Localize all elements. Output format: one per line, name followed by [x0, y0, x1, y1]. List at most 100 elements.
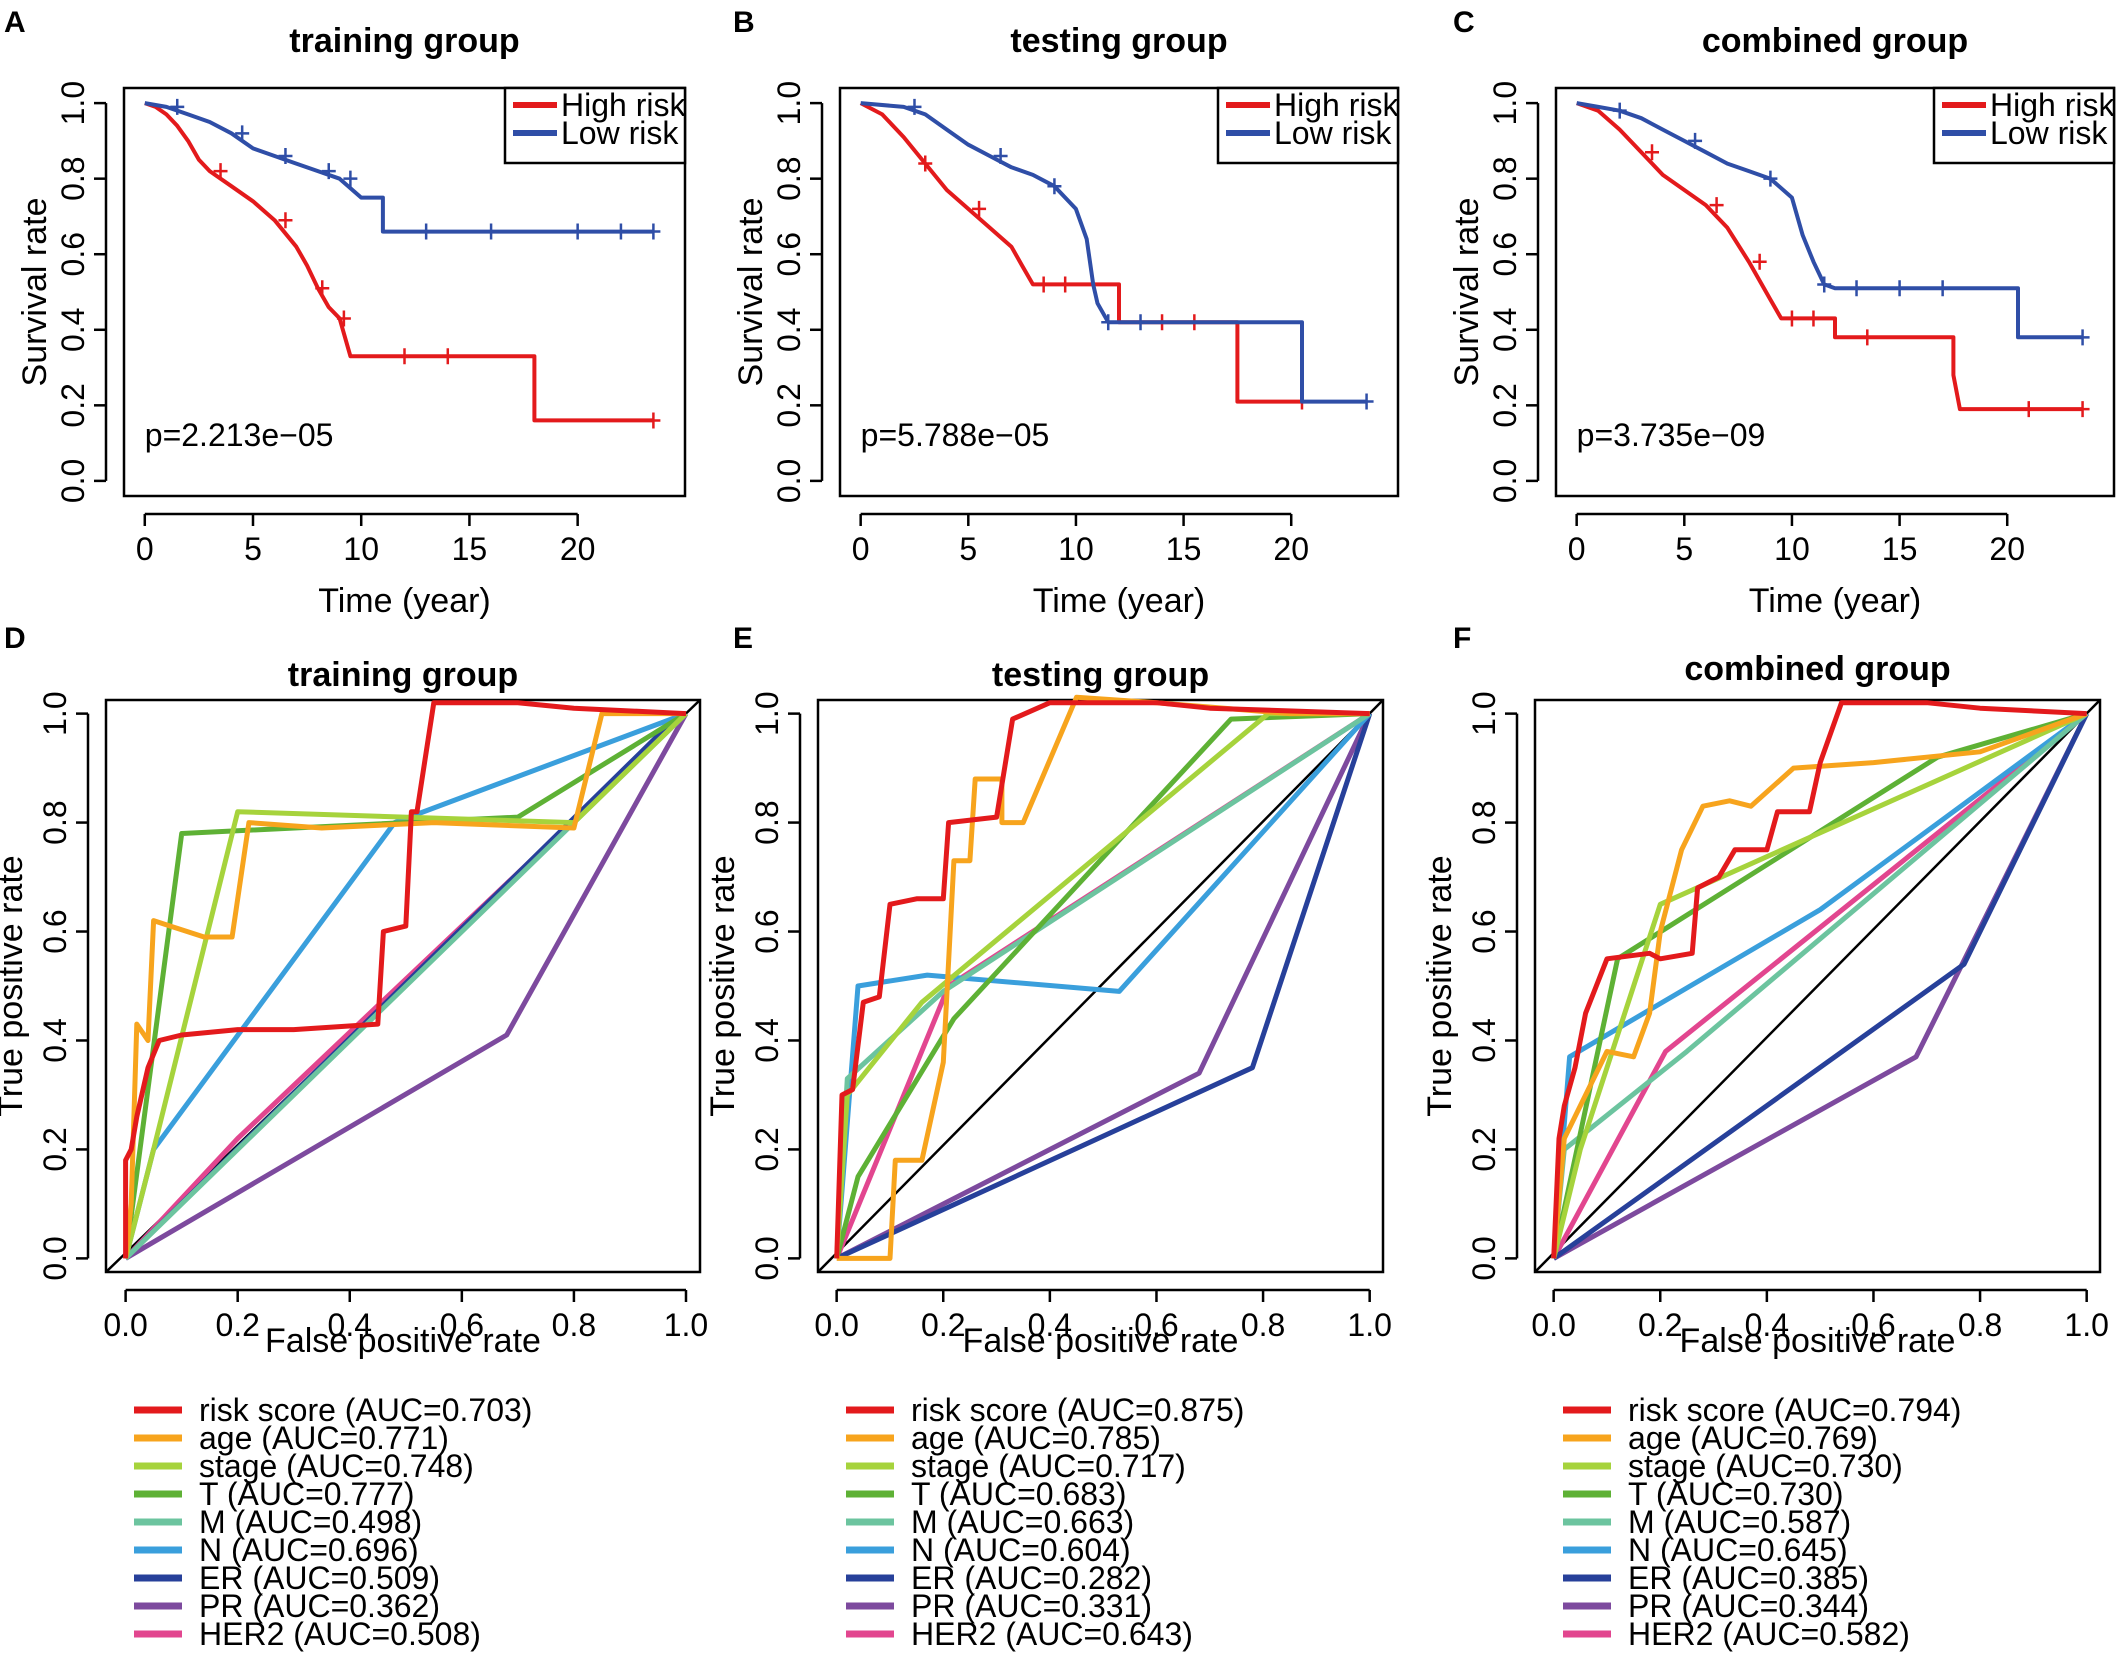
- censor-mark: [1935, 280, 1950, 297]
- y-axis-label: Survival rate: [16, 198, 54, 387]
- legend-box: [503, 86, 687, 165]
- roc-line-er: [1552, 712, 2089, 1261]
- y-tick-label: 0.6: [55, 232, 91, 276]
- panel-letter: E: [733, 622, 753, 655]
- roc-line-pr: [124, 712, 689, 1261]
- censor-mark: [440, 348, 455, 365]
- censor-mark: [278, 148, 293, 164]
- censor-mark: [419, 223, 434, 240]
- legend-label: stage (AUC=0.717): [911, 1448, 1186, 1484]
- censor-mark: [1817, 276, 1832, 293]
- plot-frame: [104, 698, 702, 1274]
- legend-label: PR (AUC=0.331): [911, 1588, 1152, 1624]
- censor-mark: [278, 212, 293, 229]
- x-tick-label: 10: [343, 531, 379, 567]
- censor-mark: [1709, 197, 1724, 214]
- y-tick-label: 1.0: [37, 691, 73, 735]
- censor-mark: [1133, 314, 1148, 331]
- censor-mark: [1058, 276, 1073, 293]
- y-tick-label: 0.8: [55, 156, 91, 200]
- y-axis-label: True positive rate: [704, 855, 742, 1116]
- x-tick-label: 15: [452, 531, 488, 567]
- panel-title: combined group: [1684, 650, 1950, 688]
- x-tick-label: 0.6: [440, 1307, 484, 1343]
- series-line-high-risk: [144, 101, 654, 423]
- p-value: p=5.788e−05: [861, 417, 1050, 453]
- legend-box: [1216, 86, 1400, 165]
- legend-label: risk score (AUC=0.875): [911, 1392, 1244, 1428]
- y-tick-label: 0.8: [749, 800, 785, 844]
- censor-mark: [1784, 310, 1799, 327]
- legend-label: HER2 (AUC=0.582): [1628, 1616, 1910, 1652]
- legend-label: age (AUC=0.771): [199, 1420, 449, 1456]
- x-tick-label: 0.2: [921, 1307, 965, 1343]
- y-tick-label: 0.4: [1466, 1018, 1502, 1062]
- censor-mark: [1763, 170, 1778, 187]
- censor-mark: [2021, 401, 2036, 418]
- y-tick-label: 0.6: [1487, 232, 1523, 276]
- panel-title: combined group: [1702, 22, 1968, 60]
- x-tick-label: 0: [136, 531, 154, 567]
- y-tick-label: 0.8: [1466, 800, 1502, 844]
- roc-line-her2: [1551, 711, 2089, 1260]
- x-axis-label: Time (year): [1749, 582, 1922, 620]
- x-tick-label: 1.0: [664, 1307, 708, 1343]
- censor-mark: [1359, 393, 1374, 410]
- censor-mark: [235, 125, 250, 142]
- censor-mark: [1849, 280, 1864, 297]
- y-tick-label: 0.4: [55, 308, 91, 352]
- x-tick-label: 0.0: [1531, 1307, 1575, 1343]
- x-axis-label: Time (year): [1033, 582, 1206, 620]
- legend-label: M (AUC=0.587): [1628, 1504, 1851, 1540]
- y-tick-label: 0.4: [1487, 308, 1523, 352]
- p-value: p=3.735e−09: [1577, 417, 1766, 453]
- plot-frame: [122, 86, 687, 498]
- y-tick-label: 0.6: [771, 232, 807, 276]
- censor-mark: [1645, 144, 1660, 161]
- censor-mark: [1892, 280, 1907, 297]
- censor-mark: [1047, 178, 1062, 195]
- roc-line-age: [123, 711, 686, 1259]
- legend-label: Low risk: [1990, 115, 2108, 151]
- x-tick-label: 0.8: [552, 1307, 596, 1343]
- roc-line-risk-score: [834, 700, 1370, 1259]
- x-tick-label: 0.8: [1958, 1307, 2002, 1343]
- legend-label: PR (AUC=0.362): [199, 1588, 440, 1624]
- panel-title: testing group: [992, 656, 1209, 694]
- censor-mark: [646, 223, 661, 240]
- panel-title: training group: [288, 656, 518, 694]
- censor-mark: [1806, 310, 1821, 327]
- plot-frame: [1533, 698, 2102, 1274]
- y-axis-label: True positive rate: [0, 855, 30, 1116]
- y-tick-label: 1.0: [771, 81, 807, 125]
- legend-label: Low risk: [561, 115, 679, 151]
- censor-mark: [1688, 132, 1703, 149]
- panel-letter: A: [4, 6, 26, 39]
- x-axis-label: False positive rate: [963, 1322, 1239, 1360]
- y-tick-label: 1.0: [1466, 691, 1502, 735]
- panel-title: testing group: [1010, 22, 1227, 60]
- y-tick-label: 1.0: [55, 81, 91, 125]
- x-tick-label: 5: [244, 531, 262, 567]
- legend-label: N (AUC=0.604): [911, 1532, 1131, 1568]
- y-tick-label: 0.8: [771, 156, 807, 200]
- diagonal-line: [1534, 699, 2101, 1273]
- x-tick-label: 10: [1774, 531, 1810, 567]
- panel-letter: D: [4, 622, 26, 655]
- censor-mark: [2075, 329, 2090, 346]
- x-tick-label: 0.6: [1851, 1307, 1895, 1343]
- y-tick-label: 1.0: [1487, 81, 1523, 125]
- censor-mark: [646, 412, 661, 429]
- legend-label: stage (AUC=0.730): [1628, 1448, 1903, 1484]
- panel-title: training group: [289, 22, 519, 60]
- x-tick-label: 1.0: [2064, 1307, 2108, 1343]
- legend-label: N (AUC=0.645): [1628, 1532, 1848, 1568]
- panel-letter: C: [1453, 6, 1475, 39]
- y-tick-label: 0.6: [1466, 909, 1502, 953]
- legend-label: risk score (AUC=0.794): [1628, 1392, 1961, 1428]
- y-tick-label: 0.0: [37, 1236, 73, 1280]
- y-tick-label: 0.2: [55, 383, 91, 427]
- x-tick-label: 0: [852, 531, 870, 567]
